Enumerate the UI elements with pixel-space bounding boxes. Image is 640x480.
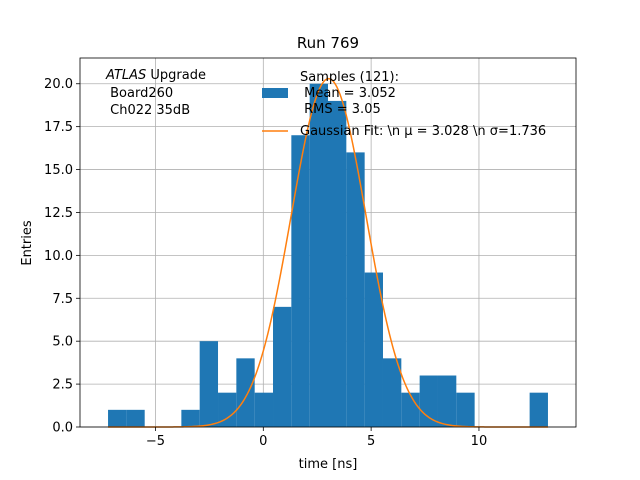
histogram-bar-6 (236, 358, 255, 427)
y-axis-label: Entries (20, 220, 35, 266)
annotation-line-1: ATLAS Upgrade (105, 68, 206, 83)
annotation-line-3: Ch022 35dB (106, 103, 190, 118)
legend-fit-label: Gaussian Fit: \n μ = 3.028 \n σ=1.736 (300, 124, 546, 139)
histogram-bars (108, 83, 548, 428)
histogram-bar-1 (126, 409, 145, 427)
histogram-bar-18 (456, 392, 475, 427)
x-tick-label-2: 5 (367, 434, 375, 449)
histogram-bar-3 (181, 409, 200, 427)
x-tick-label-3: 10 (471, 434, 488, 449)
y-tick-label-8: 20.0 (44, 77, 73, 92)
legend-samples-line-1: Samples (121): (300, 70, 399, 85)
x-tick-label-0: −5 (146, 434, 165, 449)
histogram-bar-10 (309, 83, 328, 427)
histogram-bar-12 (346, 152, 365, 427)
annotation-line-2: Board260 (106, 86, 173, 101)
y-axis-ticks: 0.0 2.5 5.0 7.5 10.0 12.5 15.0 17.5 20.0 (44, 77, 80, 436)
legend-samples-line-3: RMS = 3.05 (300, 102, 381, 117)
histogram-bar-16 (419, 375, 438, 427)
x-axis-ticks: −5 0 5 10 (146, 427, 487, 449)
axes-frame (79, 57, 577, 428)
y-tick-label-5: 12.5 (44, 206, 73, 221)
histogram-bar-5 (218, 392, 237, 427)
y-tick-label-1: 2.5 (52, 378, 73, 393)
histogram-bar-8 (273, 306, 292, 427)
annotation-upgrade: Upgrade (146, 68, 206, 83)
legend-samples-swatch (262, 88, 288, 98)
histogram-bar-0 (108, 409, 127, 427)
histogram-bar-9 (291, 135, 310, 428)
y-tick-label-3: 7.5 (52, 292, 73, 307)
annotation-atlas: ATLAS (105, 68, 146, 83)
chart-title: Run 769 (297, 34, 359, 52)
histogram-bar-15 (401, 392, 420, 427)
legend: Samples (121): Mean = 3.052 RMS = 3.05 G… (262, 70, 546, 139)
y-tick-label-4: 10.0 (44, 249, 73, 264)
histogram-bar-14 (382, 358, 402, 427)
histogram-bar-7 (254, 392, 274, 427)
atlas-annotation: ATLAS Upgrade Board260 Ch022 35dB (105, 68, 206, 118)
y-tick-label-7: 17.5 (44, 120, 73, 135)
legend-samples-line-2: Mean = 3.052 (300, 86, 396, 101)
histogram-bar-11 (328, 100, 347, 427)
y-tick-label-0: 0.0 (52, 421, 73, 436)
x-axis-label: time [ns] (299, 457, 358, 472)
histogram-bar-4 (199, 341, 219, 427)
y-tick-label-6: 15.0 (44, 163, 73, 178)
x-tick-label-1: 0 (259, 434, 267, 449)
histogram-bar-19 (529, 392, 548, 427)
histogram-bar-17 (437, 375, 457, 427)
y-tick-label-2: 5.0 (52, 335, 73, 350)
histogram-bar-13 (364, 272, 383, 427)
